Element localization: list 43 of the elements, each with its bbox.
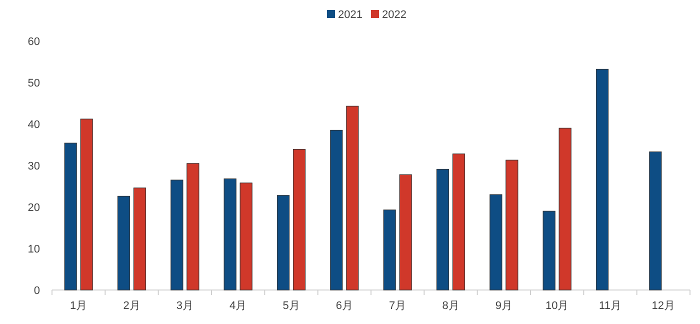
bar (117, 196, 130, 290)
x-tick-label: 5月 (282, 300, 300, 312)
bar (224, 178, 236, 290)
x-tick-label: 10月 (545, 300, 569, 312)
legend-label: 2021 (338, 9, 362, 21)
y-tick-label: 10 (28, 244, 40, 256)
x-tick-label: 6月 (336, 300, 353, 312)
bar (133, 188, 146, 290)
x-tick-label: 7月 (389, 300, 406, 312)
bar (649, 152, 662, 290)
bar (452, 154, 466, 290)
bar (330, 130, 343, 290)
y-tick-label: 40 (28, 119, 40, 131)
x-tick-label: 12月 (652, 300, 676, 312)
bar (506, 160, 518, 290)
y-tick-label: 20 (28, 202, 40, 214)
bar (276, 195, 290, 290)
y-tick-label: 60 (28, 36, 40, 48)
bar (240, 182, 252, 290)
x-tick-label: 8月 (442, 300, 460, 312)
bar (558, 128, 572, 290)
bar (490, 194, 502, 290)
x-tick-label: 2月 (123, 300, 140, 312)
x-tick-label: 9月 (495, 300, 512, 312)
legend-label: 2022 (382, 9, 406, 21)
y-tick-label: 50 (28, 78, 40, 90)
bar (383, 210, 396, 290)
y-tick-label: 30 (28, 160, 40, 172)
x-tick-label: 3月 (176, 300, 194, 312)
bar (170, 180, 184, 290)
bar (64, 142, 77, 290)
bar (436, 168, 450, 290)
bar (596, 68, 609, 290)
bar (542, 210, 556, 290)
bar (186, 163, 200, 290)
bar (292, 149, 306, 290)
x-tick-label: 11月 (599, 300, 622, 312)
bar (399, 174, 412, 290)
bar (346, 106, 359, 290)
bar (80, 118, 93, 290)
x-tick-label: 4月 (230, 300, 247, 312)
y-tick-label: 0 (34, 285, 40, 297)
x-tick-label: 1月 (70, 300, 88, 312)
